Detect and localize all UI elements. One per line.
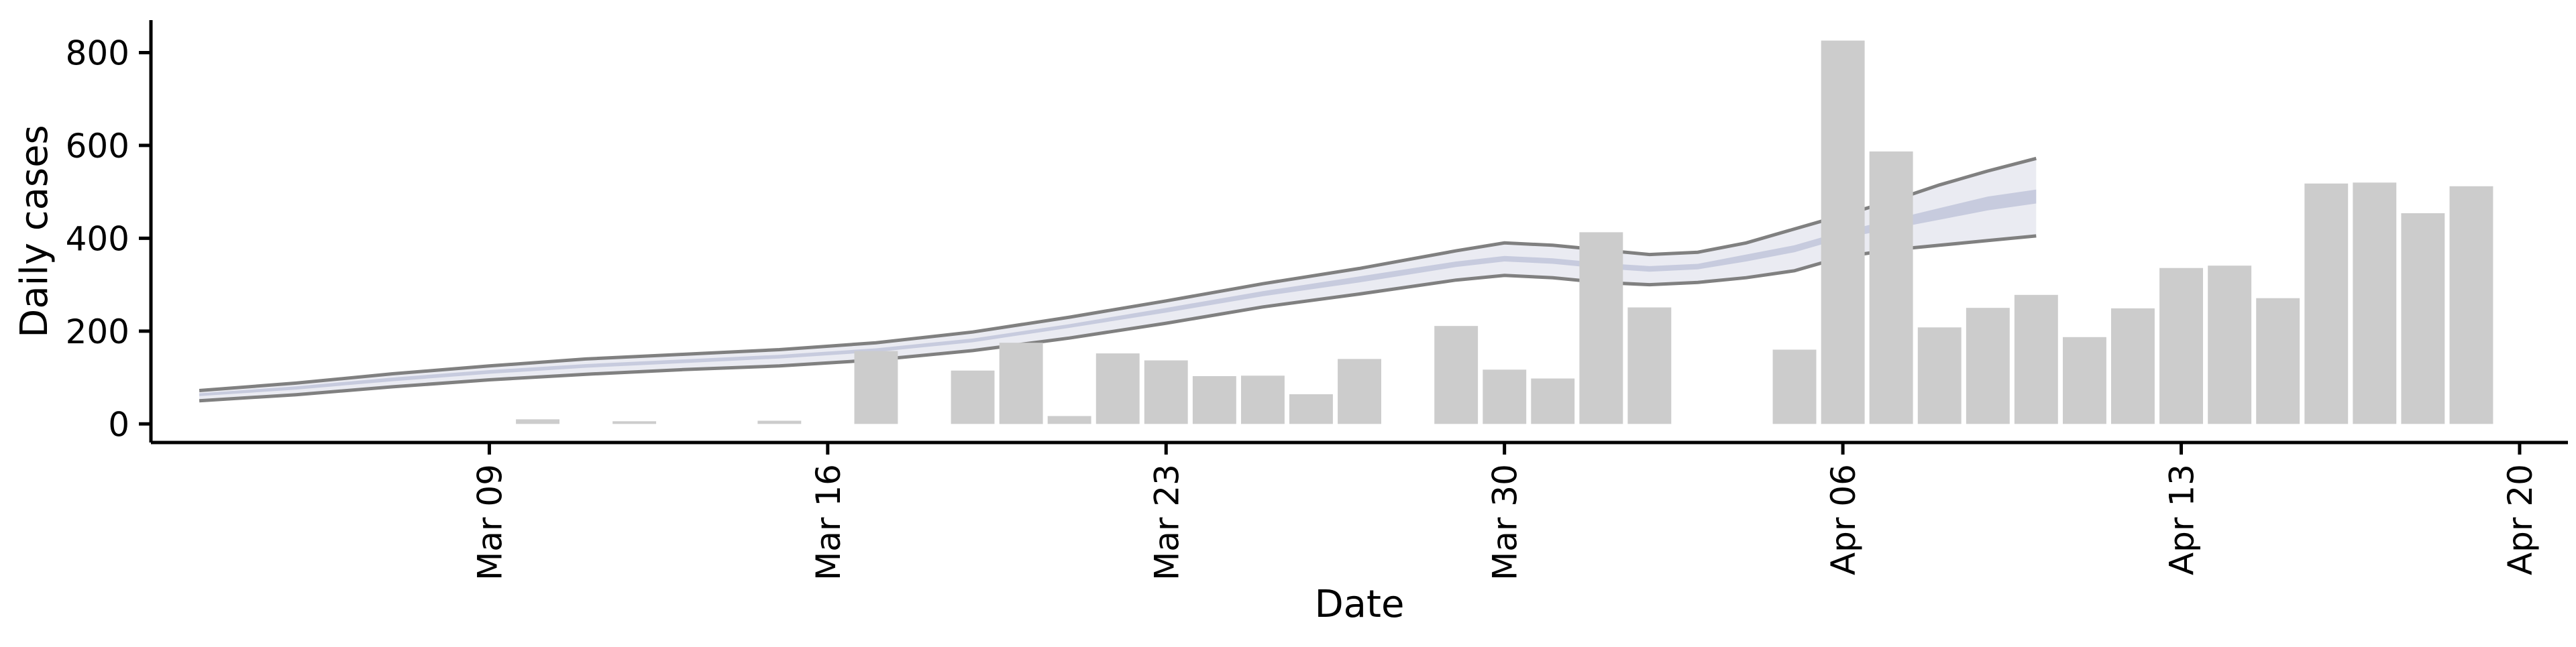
bar: [1966, 308, 2010, 424]
x-tick-label: Mar 30: [1486, 464, 1525, 581]
y-tick-label: 0: [108, 405, 129, 444]
x-tick-label: Mar 16: [809, 464, 848, 581]
bar: [1483, 369, 1527, 424]
x-tick-label: Apr 20: [2501, 464, 2540, 575]
bar: [1627, 307, 1672, 424]
bar: [1821, 40, 1865, 424]
bar: [2014, 294, 2058, 424]
bar: [1917, 327, 1962, 424]
bar: [999, 343, 1043, 424]
x-tick-label: Apr 13: [2163, 464, 2202, 575]
x-axis-label: Date: [1315, 583, 1405, 626]
bar: [2401, 213, 2445, 424]
bar: [2256, 298, 2300, 424]
bar: [2111, 308, 2155, 424]
bar: [612, 421, 657, 424]
bar: [1338, 359, 1381, 424]
bar: [757, 420, 802, 424]
y-axis-label: Daily cases: [13, 125, 56, 337]
y-tick-label: 600: [66, 127, 129, 166]
bar: [2353, 182, 2397, 424]
bar: [1289, 394, 1333, 424]
bar: [1241, 375, 1285, 424]
bar: [2449, 186, 2493, 424]
bar: [2208, 266, 2252, 424]
bars-layer: [516, 40, 2493, 424]
bar: [1531, 378, 1575, 424]
bar: [1095, 353, 1140, 424]
bar: [2304, 183, 2349, 424]
y-tick-label: 200: [66, 312, 129, 351]
forecast-band-outer: [199, 158, 2037, 401]
bar: [1772, 349, 1817, 424]
x-tick-label: Mar 09: [470, 464, 509, 581]
x-tick-label: Mar 23: [1147, 464, 1186, 581]
bar: [951, 370, 995, 424]
bar: [1047, 416, 1091, 424]
y-tick-label: 800: [66, 34, 129, 72]
bar: [2063, 337, 2106, 424]
bar: [1434, 326, 1479, 424]
x-tick-label: Apr 06: [1824, 464, 1863, 575]
bar: [854, 351, 898, 424]
bar: [1869, 151, 1913, 424]
bar: [1579, 232, 1623, 424]
y-ticks: 0 200 400 600 800: [66, 34, 151, 444]
axes-layer: [149, 20, 2568, 445]
bar: [1192, 376, 1236, 424]
x-ticks: Mar 09 Mar 16 Mar 23 Mar 30 Apr 06 Apr 13 Apr …: [470, 443, 2540, 581]
bar: [2159, 268, 2203, 424]
y-tick-label: 400: [66, 219, 129, 258]
bar: [1144, 360, 1188, 424]
bar: [516, 419, 559, 424]
